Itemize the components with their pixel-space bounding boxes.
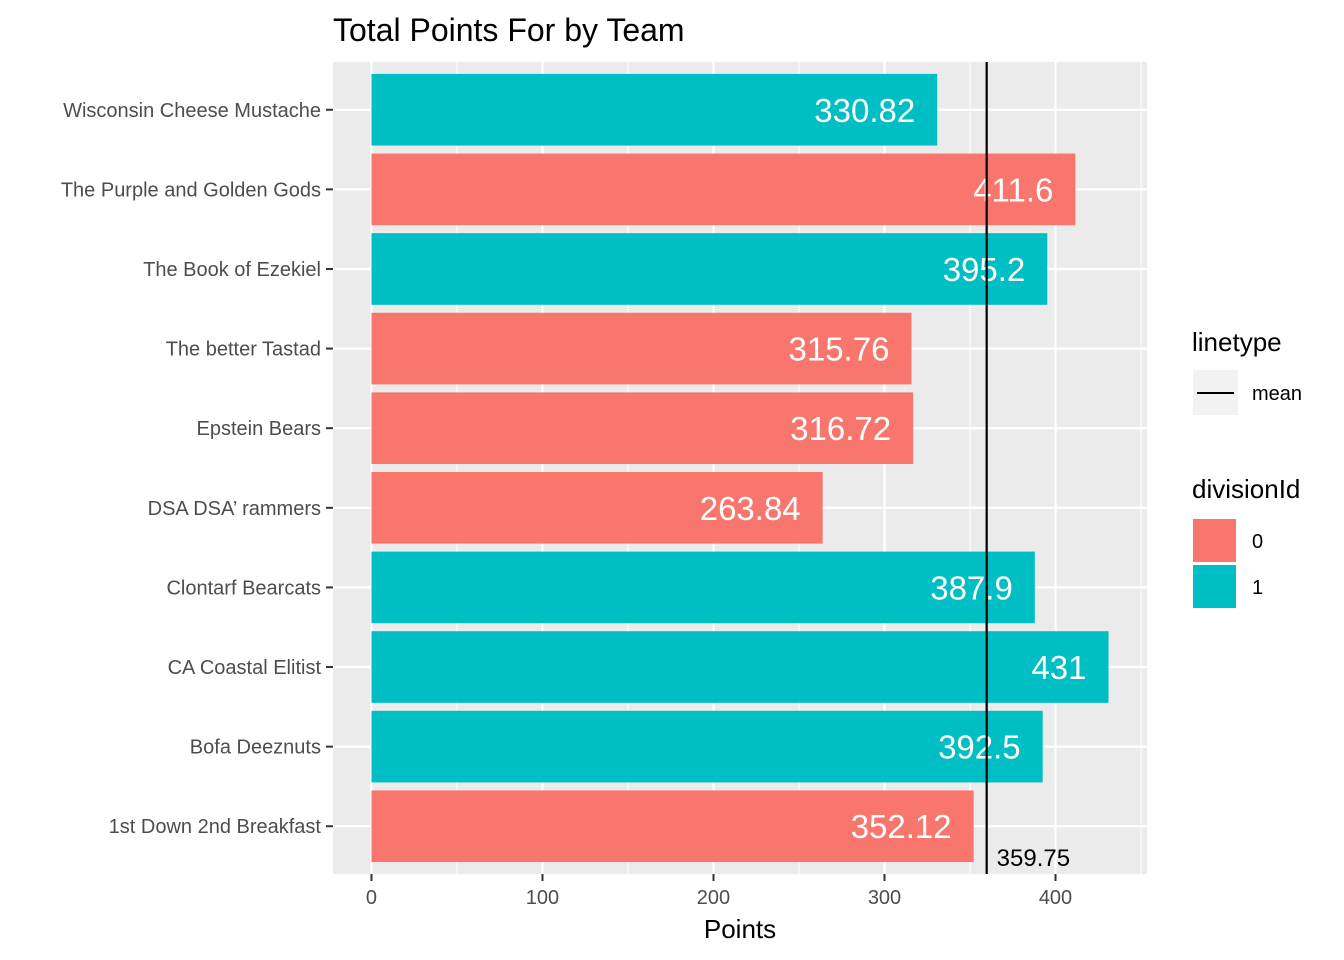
- bar: [371, 631, 1109, 703]
- legend-fill-title: divisionId: [1192, 474, 1300, 504]
- bar-value-label: 411.6: [973, 171, 1053, 208]
- bar-value-label: 392.5: [938, 729, 1021, 766]
- legend-fill-label: 0: [1252, 531, 1263, 553]
- x-axis: 0 100 200 300 400: [366, 874, 1072, 909]
- bar-value-label: 431: [1031, 649, 1086, 686]
- mean-label: 359.75: [997, 845, 1070, 872]
- bar: [371, 790, 974, 863]
- legend: linetype mean divisionId 01: [1192, 327, 1302, 608]
- bar: [371, 73, 938, 146]
- bar-value-label: 315.76: [789, 331, 890, 368]
- chart-title: Total Points For by Team: [333, 12, 685, 48]
- bar-value-label: 263.84: [700, 490, 801, 527]
- legend-fill-label: 1: [1252, 577, 1263, 599]
- x-tick-label: 400: [1039, 887, 1072, 909]
- y-tick-label: The better Tastad: [166, 339, 321, 361]
- x-tick-label: 200: [697, 887, 730, 909]
- legend-fill-key: [1193, 519, 1236, 562]
- bar-value-label: 352.12: [851, 808, 952, 845]
- y-tick-label: 1st Down 2nd Breakfast: [109, 816, 322, 838]
- bar: [371, 312, 912, 385]
- x-axis-title: Points: [704, 914, 776, 944]
- bar: [371, 551, 1035, 624]
- y-tick-label: Bofa Deeznuts: [190, 737, 321, 759]
- y-tick-label: CA Coastal Elitist: [168, 657, 322, 679]
- y-tick-label: Clontarf Bearcats: [166, 577, 321, 599]
- y-axis: Wisconsin Cheese Mustache The Purple and …: [61, 100, 333, 838]
- bar: [371, 710, 1043, 783]
- bar: [371, 233, 1048, 305]
- legend-fill-key: [1193, 565, 1236, 608]
- legend-fill-items: 01: [1193, 519, 1263, 608]
- y-tick-label: Epstein Bears: [196, 418, 321, 440]
- bar-value-label: 395.2: [943, 251, 1026, 288]
- bar-value-label: 387.9: [930, 569, 1013, 606]
- x-tick-label: 100: [526, 887, 559, 909]
- x-tick-label: 300: [868, 887, 901, 909]
- y-tick-label: The Book of Ezekiel: [143, 259, 321, 281]
- x-tick-label: 0: [366, 887, 377, 909]
- y-tick-label: DSA DSA’ rammers: [148, 498, 321, 520]
- legend-linetype-label: mean: [1252, 383, 1302, 405]
- bar-value-label: 316.72: [790, 410, 891, 447]
- bar: [371, 471, 823, 544]
- legend-linetype-title: linetype: [1192, 327, 1282, 357]
- y-tick-label: Wisconsin Cheese Mustache: [63, 100, 321, 122]
- bar-value-label: 330.82: [814, 92, 915, 129]
- bar: [371, 153, 1076, 226]
- bar: [371, 392, 914, 465]
- y-tick-label: The Purple and Golden Gods: [61, 179, 321, 201]
